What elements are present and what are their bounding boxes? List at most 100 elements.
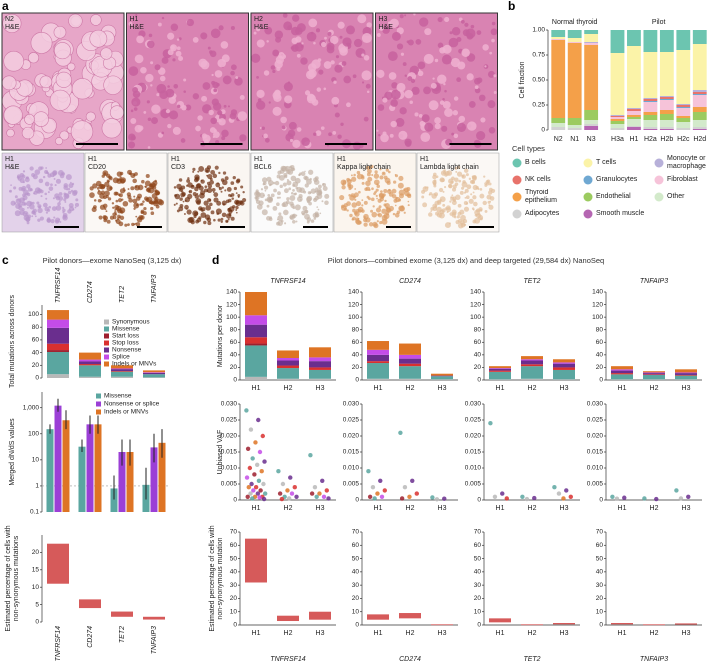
- legend-swatch: [583, 158, 593, 168]
- tissue-texture: [411, 86, 420, 95]
- tissue-texture: [398, 130, 408, 140]
- y-tick-label: 0.030: [587, 401, 604, 408]
- tissue-texture: [361, 209, 365, 213]
- tissue-texture: [203, 220, 207, 225]
- tissue-texture: [397, 182, 404, 189]
- bar-segment: [309, 357, 331, 362]
- tissue-texture: [368, 188, 371, 192]
- tissue-texture: [196, 217, 202, 223]
- tissue-texture: [420, 132, 431, 143]
- tissue-texture: [25, 212, 28, 215]
- tissue-texture: [98, 215, 103, 220]
- bar-segment: [643, 374, 665, 380]
- bar-segment: [553, 379, 575, 380]
- tissue-texture: [410, 78, 416, 84]
- tissue-texture: [256, 27, 261, 32]
- tissue-texture: [352, 74, 357, 79]
- point: [375, 491, 380, 496]
- tissue-texture: [58, 196, 64, 201]
- x-tick-label: TNFAIP3: [151, 275, 158, 303]
- bar-segment: [627, 126, 641, 127]
- tissue-texture: [63, 185, 69, 190]
- tissue-texture: [423, 86, 431, 95]
- bar-segment: [659, 129, 674, 130]
- image-stain: Lambda light chain: [420, 164, 479, 171]
- tissue-texture: [24, 177, 30, 183]
- point: [247, 465, 253, 471]
- tissue-texture: [464, 223, 467, 226]
- legend-label: Indels or MNVs: [104, 409, 149, 416]
- bar-segment: [675, 374, 697, 376]
- y-tick-label: 20: [352, 595, 360, 602]
- tissue-texture: [124, 223, 128, 227]
- tissue-texture: [232, 175, 236, 180]
- tissue-texture: [399, 107, 407, 115]
- y-tick-label: 40: [352, 569, 360, 576]
- bar-segment: [692, 120, 707, 127]
- bar-segment: [676, 105, 691, 107]
- tissue-texture: [176, 38, 180, 41]
- tissue-texture: [454, 166, 458, 170]
- tissue-texture: [302, 205, 308, 211]
- y-tick-label: 80: [474, 326, 482, 333]
- tissue-texture: [451, 176, 455, 181]
- tissue-texture: [201, 95, 208, 102]
- tissue-texture: [62, 214, 67, 220]
- tissue-texture: [132, 198, 138, 204]
- tissue-texture: [376, 184, 381, 188]
- y-tick-label: 20: [474, 595, 482, 602]
- tissue-texture: [269, 198, 272, 202]
- tissue-texture: [235, 192, 238, 195]
- y-tick-label: 0.030: [221, 401, 238, 408]
- tissue-texture: [147, 117, 152, 121]
- tissue-texture: [135, 222, 141, 227]
- tissue-texture: [55, 178, 61, 184]
- bar-segment: [611, 374, 633, 380]
- tissue-texture: [334, 112, 340, 118]
- tissue-texture: [413, 13, 416, 16]
- tissue-texture: [107, 197, 112, 201]
- tissue-texture: [382, 26, 390, 34]
- bar-segment: [399, 354, 421, 359]
- tissue-texture: [74, 202, 80, 207]
- y-tick-label: 100: [470, 314, 481, 321]
- tissue-texture: [89, 29, 108, 48]
- tissue-texture: [224, 189, 227, 192]
- tissue-texture: [150, 211, 155, 216]
- tissue-texture: [114, 191, 119, 196]
- tissue-texture: [214, 165, 219, 170]
- y-tick-label: 0.020: [465, 433, 482, 440]
- tissue-texture: [161, 131, 165, 135]
- tissue-texture: [272, 49, 280, 57]
- tissue-texture: [176, 46, 181, 51]
- tissue-texture: [192, 37, 199, 43]
- tissue-texture: [454, 182, 459, 186]
- tissue-texture: [488, 204, 491, 207]
- tissue-texture: [70, 189, 74, 193]
- tissue-texture: [198, 58, 208, 68]
- tissue-texture: [47, 217, 51, 221]
- tissue-texture: [192, 170, 195, 173]
- bar-segment: [431, 376, 453, 380]
- tissue-texture: [355, 200, 362, 207]
- tissue-texture: [21, 201, 26, 206]
- x-tick-label: H1: [252, 385, 261, 392]
- tissue-texture: [439, 100, 445, 105]
- bar-segment: [611, 373, 633, 375]
- legend-label: Nonsense: [112, 347, 142, 354]
- tissue-texture: [65, 174, 72, 181]
- tissue-texture: [230, 193, 235, 197]
- point: [434, 497, 440, 502]
- bar-segment: [47, 327, 69, 344]
- bar-segment: [659, 120, 674, 127]
- tissue-texture: [455, 170, 458, 173]
- bar-segment: [277, 365, 299, 369]
- tissue-texture: [437, 74, 447, 84]
- point: [260, 433, 265, 439]
- tissue-texture: [334, 64, 343, 73]
- tissue-texture: [120, 210, 124, 214]
- x-tick-label: H1: [252, 630, 261, 637]
- tissue-texture: [115, 199, 119, 203]
- tissue-texture: [147, 146, 151, 149]
- x-tick-label: H3: [682, 385, 691, 392]
